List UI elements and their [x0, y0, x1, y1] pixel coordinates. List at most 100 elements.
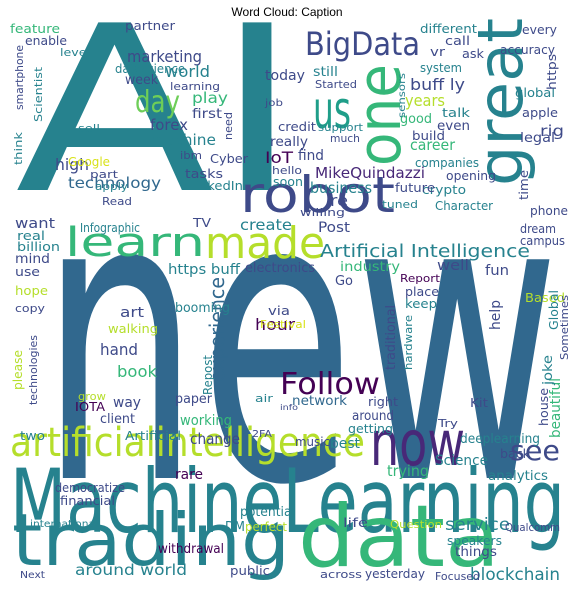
word: buff ly	[410, 75, 465, 94]
word: technologies	[27, 335, 40, 405]
word: world	[165, 62, 210, 81]
word: tuned	[382, 198, 418, 211]
word: Artificial Intelligence	[320, 241, 530, 262]
word: mind	[15, 252, 50, 267]
word: talk	[442, 106, 470, 120]
word: Infographic	[80, 221, 140, 235]
word: years	[405, 91, 445, 110]
word: high	[55, 155, 89, 174]
word: Google	[68, 155, 110, 169]
word: sell	[78, 122, 100, 135]
word: traditional	[384, 305, 399, 370]
word: still	[313, 65, 338, 80]
word: via	[268, 304, 290, 318]
word: Go	[335, 274, 353, 289]
word: perfect	[245, 520, 287, 534]
word: build	[412, 129, 445, 143]
word: rig	[540, 122, 564, 140]
word: hand	[100, 340, 138, 359]
word: Kit	[470, 396, 488, 410]
word: business	[310, 179, 372, 197]
word: getting	[348, 422, 393, 436]
word: now	[370, 407, 465, 480]
word: way	[113, 395, 141, 411]
word: ask	[462, 47, 484, 61]
word: speakers	[447, 534, 502, 548]
word: help	[488, 300, 504, 330]
word: robot	[240, 166, 395, 224]
word: Global	[547, 290, 561, 330]
word: great	[464, 18, 537, 186]
word: right	[368, 395, 398, 409]
word: good	[400, 112, 432, 127]
word: think	[12, 131, 25, 165]
word: Qualcomm	[505, 521, 560, 534]
word: enable	[25, 34, 67, 48]
word: different	[420, 22, 477, 36]
word: crypto	[422, 183, 466, 197]
word: Sometimes	[558, 295, 571, 360]
word: data	[298, 487, 500, 587]
word: paper	[175, 392, 213, 407]
word: deeplearning	[460, 432, 540, 447]
word: much	[330, 132, 360, 145]
word: well	[437, 258, 469, 274]
word: call	[445, 34, 470, 48]
word: made	[205, 218, 325, 269]
word: need	[222, 112, 235, 140]
word: re	[330, 191, 348, 210]
word: want	[15, 216, 56, 232]
word: DM	[225, 520, 245, 535]
word: LinkedIn	[188, 179, 243, 193]
word: book	[117, 362, 158, 381]
word: campus	[520, 234, 565, 248]
word: financial	[60, 494, 115, 508]
word: music	[295, 435, 330, 449]
word: first	[192, 107, 222, 122]
word: feature	[10, 22, 60, 36]
word: learning	[170, 80, 220, 93]
word: new	[40, 108, 560, 573]
word: around	[352, 409, 394, 424]
word: Read	[102, 195, 132, 208]
word: house	[537, 388, 551, 426]
word: sensors	[397, 73, 408, 118]
word: future	[395, 181, 435, 195]
word: https	[545, 54, 559, 90]
word: Character	[435, 199, 493, 213]
word: Focused	[435, 570, 480, 583]
word: support	[318, 121, 364, 134]
word: trading	[12, 498, 290, 582]
word: experience	[205, 277, 229, 382]
word: accuracy	[500, 43, 555, 57]
word: public	[230, 564, 270, 578]
word: Artificial	[125, 429, 181, 443]
word: Question	[390, 518, 442, 531]
word: job	[264, 98, 283, 109]
word: Try	[437, 417, 459, 430]
chart-title: Word Cloud: Caption	[231, 5, 342, 19]
word: hour	[255, 315, 295, 334]
word: Next	[20, 570, 45, 581]
word: across	[320, 568, 362, 581]
word: learn	[65, 220, 205, 266]
word: even	[437, 119, 470, 134]
word: hardware	[402, 315, 415, 370]
word: apple	[522, 106, 558, 120]
word: fun	[485, 263, 509, 279]
word: withdrawal	[158, 542, 224, 557]
word: industry	[340, 260, 400, 275]
word: potential	[240, 505, 295, 520]
word: hope	[15, 284, 48, 298]
word: one	[345, 64, 415, 166]
word: beautiful	[548, 378, 564, 438]
word: career	[410, 136, 456, 154]
word: copy	[15, 302, 46, 315]
word: trying	[387, 462, 429, 480]
word: around world	[75, 561, 187, 579]
word: opening	[446, 169, 496, 183]
word: credit	[278, 120, 316, 134]
word: global	[515, 86, 555, 100]
word: back	[500, 447, 530, 461]
